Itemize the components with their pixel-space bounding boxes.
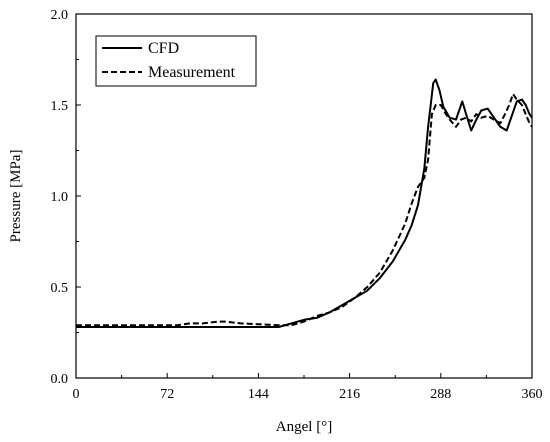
x-tick-label: 72 <box>160 387 174 402</box>
y-axis: 0.0 0.5 1.0 1.5 2.0 <box>51 8 81 387</box>
y-axis-title: Pressure [MPa] <box>8 150 24 243</box>
x-tick-label: 216 <box>339 387 360 402</box>
legend-label-cfd: CFD <box>148 40 179 57</box>
x-axis: 0 72 144 216 288 360 <box>73 373 543 402</box>
x-tick-label: 288 <box>430 387 451 402</box>
x-axis-title: Angel [°] <box>276 419 332 435</box>
y-tick-label: 0.0 <box>51 372 69 387</box>
y-tick-label: 1.0 <box>51 190 69 205</box>
series-line-measurement <box>76 93 533 327</box>
y-tick-label: 1.5 <box>51 99 69 114</box>
legend-box <box>95 35 257 87</box>
x-tick-label: 0 <box>73 387 80 402</box>
legend: CFD Measurement <box>95 35 257 87</box>
series-layer <box>76 78 533 328</box>
series-line-cfd <box>76 78 533 328</box>
y-tick-label: 0.5 <box>51 281 69 296</box>
x-tick-label: 144 <box>248 387 269 402</box>
x-tick-label: 360 <box>522 387 543 402</box>
legend-label-measurement: Measurement <box>148 64 236 81</box>
y-tick-label: 2.0 <box>51 8 69 23</box>
